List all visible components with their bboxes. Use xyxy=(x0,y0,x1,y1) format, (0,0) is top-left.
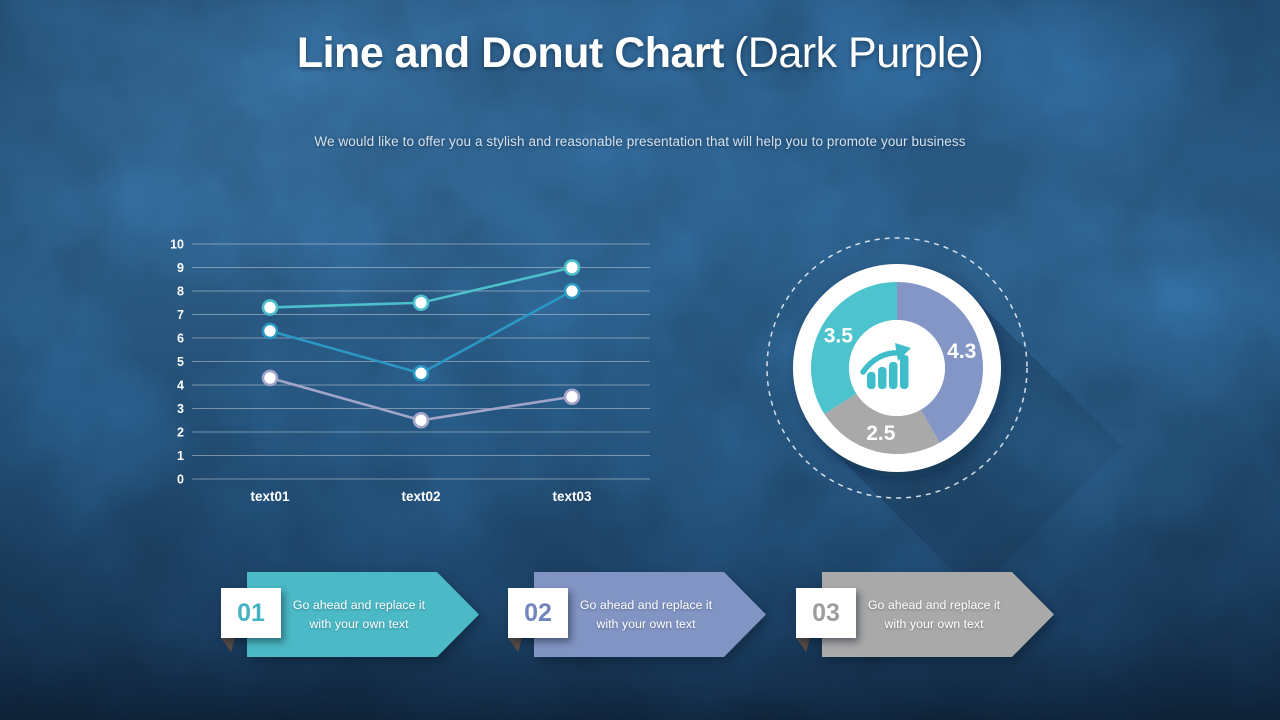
y-tick-label: 10 xyxy=(170,238,184,252)
markers-series-lavender xyxy=(261,369,581,429)
x-tick-label: text02 xyxy=(401,489,440,504)
banner-text: Go ahead and replace it with your own te… xyxy=(292,597,426,631)
banner-shadow-wrapper xyxy=(808,572,1054,657)
banner-number-badge: 01 xyxy=(221,588,281,638)
dashed-outline-circle xyxy=(766,237,1028,499)
page-subtitle: We would like to offer you a stylish and… xyxy=(314,134,966,149)
banner-text: Go ahead and replace it with your own te… xyxy=(867,597,1001,631)
data-point-marker xyxy=(563,259,581,276)
data-point-marker xyxy=(412,364,430,382)
markers-series-teal xyxy=(261,259,581,316)
donut-slice-label: 4.3 xyxy=(947,340,976,363)
banner-shadow-wrapper xyxy=(520,572,766,657)
icon-bar xyxy=(878,367,887,389)
y-tick-label: 8 xyxy=(177,285,184,299)
banner-number-badge: 03 xyxy=(796,588,856,638)
data-point-marker xyxy=(261,322,279,340)
banner-row: 01 Go ahead and replace it with your own … xyxy=(0,572,1280,672)
banner-02: 02 Go ahead and replace it with your own … xyxy=(508,572,766,657)
data-point-marker xyxy=(563,388,581,406)
y-axis-labels: 0 1 2 3 4 5 6 7 8 9 10 xyxy=(170,238,184,487)
banner-01: 01 Go ahead and replace it with your own … xyxy=(221,572,479,657)
x-axis-labels: text01 text02 text03 xyxy=(250,489,592,504)
banner-arrow-shape xyxy=(822,572,1054,657)
gridlines xyxy=(192,243,650,480)
icon-arrow-head xyxy=(895,343,911,361)
y-tick-label: 4 xyxy=(177,379,184,393)
banner-arrow-shape xyxy=(247,572,479,657)
icon-bar xyxy=(900,355,909,389)
donut-slice xyxy=(897,282,983,443)
line-chart: 0 1 2 3 4 5 6 7 8 9 10 text01 text02 text03 xyxy=(160,234,665,519)
line-chart-svg: 0 1 2 3 4 5 6 7 8 9 10 text01 text02 text03 xyxy=(170,238,650,504)
page-title-main: Line and Donut Chart xyxy=(296,29,725,77)
page-title: Line and Donut Chart (Dark Purple) xyxy=(0,29,1280,77)
y-tick-label: 9 xyxy=(177,261,184,275)
banner-shadow-wrapper xyxy=(233,572,479,657)
x-tick-label: text01 xyxy=(250,489,290,504)
data-point-marker xyxy=(412,294,430,312)
donut-chart-svg: 4.3 2.5 3.5 xyxy=(766,237,1123,594)
donut-slice xyxy=(811,282,897,414)
banner-number-badge: 02 xyxy=(508,588,568,638)
y-tick-label: 0 xyxy=(177,473,184,487)
x-tick-label: text03 xyxy=(552,489,592,504)
data-point-marker xyxy=(563,282,581,300)
data-point-marker xyxy=(261,369,279,387)
icon-arrow-shaft xyxy=(860,350,902,375)
growth-chart-icon xyxy=(860,343,911,389)
page-title-accent: (Dark Purple) xyxy=(733,29,984,77)
y-tick-label: 3 xyxy=(177,402,184,416)
donut-slice-label: 3.5 xyxy=(824,325,854,348)
donut-slice-label: 2.5 xyxy=(866,422,896,445)
icon-bar xyxy=(867,372,876,389)
y-tick-label: 5 xyxy=(177,355,184,369)
y-tick-label: 1 xyxy=(177,449,184,463)
donut-slice xyxy=(824,393,940,454)
y-tick-label: 2 xyxy=(177,426,184,440)
banner-text: Go ahead and replace it with your own te… xyxy=(579,597,713,631)
y-tick-label: 7 xyxy=(177,308,184,322)
donut-chart: 4.3 2.5 3.5 xyxy=(737,208,1167,638)
data-point-marker xyxy=(412,411,430,429)
icon-bar xyxy=(889,362,898,389)
y-tick-label: 6 xyxy=(177,332,184,346)
banner-03: 03 Go ahead and replace it with your own … xyxy=(796,572,1054,657)
markers-series-blue xyxy=(261,282,581,382)
banner-arrow-shape xyxy=(534,572,766,657)
data-point-marker xyxy=(261,299,279,316)
